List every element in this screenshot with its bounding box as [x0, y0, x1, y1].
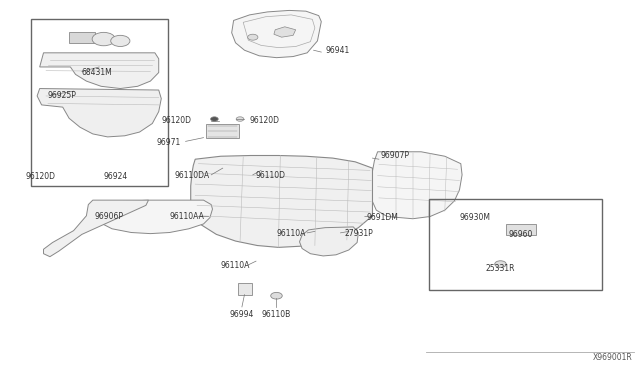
- Text: 96120D: 96120D: [162, 116, 192, 125]
- Text: X969001R: X969001R: [593, 353, 632, 362]
- Text: 25331R: 25331R: [485, 264, 515, 273]
- Polygon shape: [300, 227, 358, 256]
- Text: 96924: 96924: [104, 172, 128, 181]
- Polygon shape: [95, 200, 212, 234]
- Text: 96110D: 96110D: [256, 171, 286, 180]
- Text: 96994: 96994: [230, 310, 254, 318]
- Text: 96110A: 96110A: [220, 262, 250, 270]
- Polygon shape: [232, 10, 321, 58]
- Polygon shape: [37, 89, 161, 137]
- Text: 27931P: 27931P: [344, 229, 373, 238]
- Bar: [506, 224, 536, 235]
- Text: 96960: 96960: [509, 230, 533, 239]
- Circle shape: [271, 292, 282, 299]
- Text: 68431M: 68431M: [82, 68, 113, 77]
- Text: 96925P: 96925P: [48, 92, 77, 100]
- Text: 96941: 96941: [325, 46, 349, 55]
- Polygon shape: [191, 155, 372, 247]
- Polygon shape: [40, 53, 159, 89]
- Text: 96906P: 96906P: [95, 212, 124, 221]
- Circle shape: [236, 117, 244, 121]
- Text: 9691DM: 9691DM: [366, 213, 398, 222]
- Text: 96110DA: 96110DA: [175, 171, 210, 180]
- Circle shape: [495, 261, 506, 267]
- Bar: [206, 124, 239, 138]
- Text: 96110B: 96110B: [262, 310, 291, 318]
- Text: 96110A: 96110A: [276, 229, 306, 238]
- Text: 96120D: 96120D: [250, 116, 280, 125]
- Text: 96930M: 96930M: [460, 213, 490, 222]
- Circle shape: [248, 34, 258, 40]
- Text: 96907P: 96907P: [381, 151, 410, 160]
- Text: 96110AA: 96110AA: [170, 212, 205, 221]
- Bar: [31, 19, 168, 186]
- Bar: [429, 199, 602, 290]
- Circle shape: [111, 35, 130, 46]
- Polygon shape: [44, 200, 148, 257]
- Bar: [69, 32, 95, 43]
- Circle shape: [92, 32, 115, 46]
- Polygon shape: [274, 27, 296, 37]
- Polygon shape: [371, 152, 462, 219]
- Circle shape: [211, 117, 218, 121]
- Bar: [238, 283, 252, 295]
- Text: 96971: 96971: [156, 138, 180, 147]
- Text: 96120D: 96120D: [26, 172, 56, 181]
